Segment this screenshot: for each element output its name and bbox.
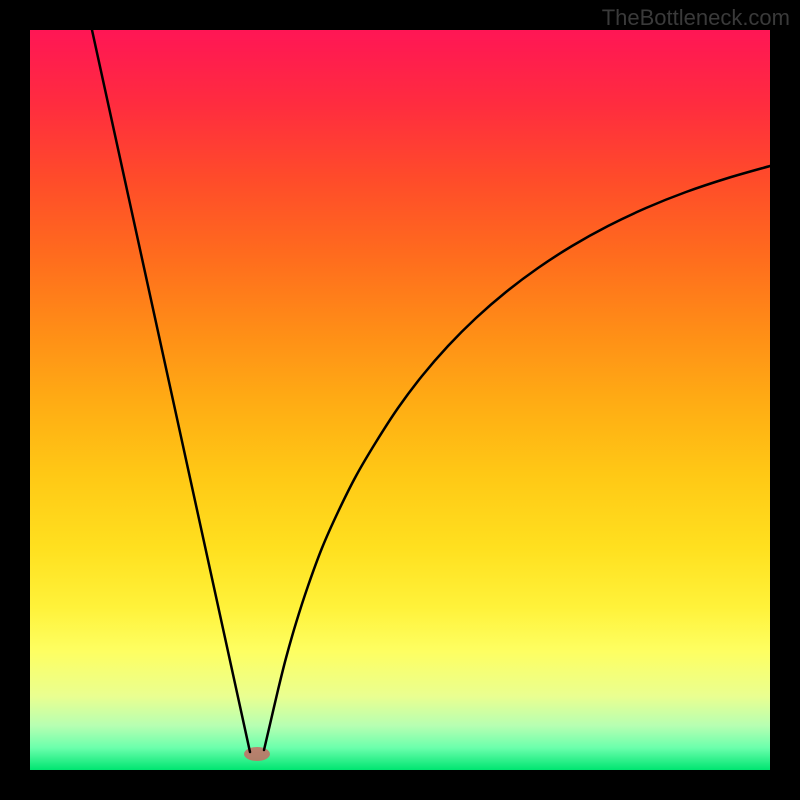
chart-frame: TheBottleneck.com [0, 0, 800, 800]
plot-area [30, 30, 770, 770]
watermark-text: TheBottleneck.com [602, 5, 790, 31]
optimal-marker [244, 747, 270, 761]
right-branch [264, 166, 770, 750]
left-line [92, 30, 250, 752]
bottleneck-curve [30, 30, 770, 770]
